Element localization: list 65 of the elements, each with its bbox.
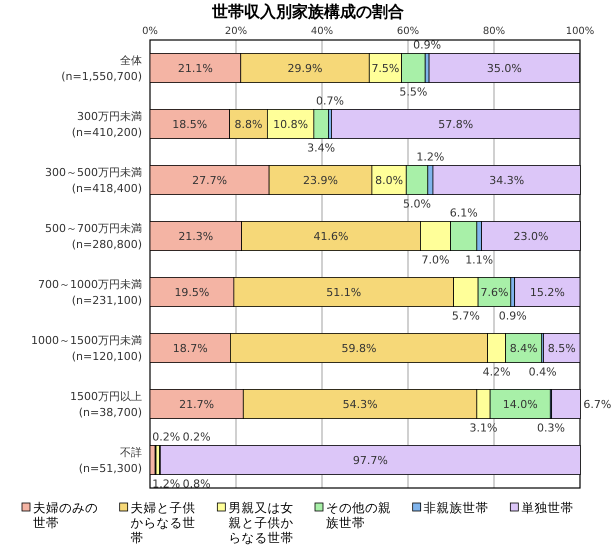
data-label: 0.9%: [413, 38, 442, 52]
data-label: 0.7%: [316, 94, 344, 108]
data-label: 5.7%: [452, 310, 480, 323]
x-tick-label: 60%: [396, 26, 420, 37]
data-label: 97.7%: [352, 454, 388, 467]
data-label: 18.7%: [172, 342, 208, 355]
data-label: 41.6%: [314, 230, 349, 243]
data-label: 8.4%: [510, 342, 538, 355]
x-tick-label: 0%: [142, 26, 158, 37]
data-label: 27.7%: [192, 174, 228, 187]
legend-label: その他の親族世帯: [326, 500, 391, 530]
x-tick-label: 40%: [310, 26, 334, 37]
data-label: 8.5%: [548, 342, 576, 355]
data-label: 1.1%: [465, 254, 494, 267]
data-label: 6.7%: [583, 398, 612, 411]
legend-label: 単独世帯: [521, 500, 574, 515]
y-tick-label: 300～500万円未満 (n=418,400): [45, 166, 142, 195]
data-label: 21.1%: [178, 62, 213, 75]
data-label: 5.0%: [403, 198, 432, 211]
y-tick-label: 700～1000万円未満 (n=231,100): [38, 278, 142, 307]
data-label: 21.7%: [179, 398, 214, 411]
data-label: 0.3%: [537, 422, 565, 435]
data-label: 54.3%: [342, 398, 378, 411]
data-label: 6.1%: [450, 206, 478, 220]
data-label: 4.2%: [482, 366, 511, 379]
data-label: 8.0%: [375, 174, 404, 187]
y-tick-label: 不詳 (n=51,300): [78, 446, 142, 475]
data-label: 0.8%: [182, 478, 211, 491]
data-label: 7.5%: [371, 62, 400, 75]
legend-label: 夫婦のみの世帯: [33, 500, 98, 530]
x-tick-label: 20%: [224, 26, 248, 37]
data-label: 0.2%: [182, 430, 211, 444]
data-label: 34.3%: [489, 174, 524, 187]
data-label: 7.6%: [480, 286, 508, 299]
y-tick-label: 500～700万円未満 (n=280,800): [45, 222, 142, 251]
data-label: 59.8%: [342, 342, 376, 355]
data-label: 15.2%: [530, 286, 565, 299]
y-tick-label: 1000～1500万円未満 (n=120,100): [31, 334, 142, 363]
data-label: 23.0%: [514, 230, 548, 243]
data-label: 57.8%: [438, 118, 474, 131]
x-tick-label: 100%: [566, 26, 594, 37]
y-tick-label: 全体 (n=1,550,700): [61, 54, 142, 83]
data-label: 1.2%: [152, 478, 180, 491]
data-label: 14.0%: [502, 398, 538, 411]
data-label: 23.9%: [303, 174, 338, 187]
data-label: 21.3%: [178, 230, 214, 243]
data-label: 51.1%: [326, 286, 362, 299]
data-label: 0.2%: [152, 430, 180, 444]
data-label: 19.5%: [174, 286, 210, 299]
data-label: 7.0%: [422, 254, 450, 267]
data-label: 35.0%: [486, 62, 522, 75]
y-tick-label: 300万円未満 (n=410,200): [72, 110, 142, 139]
data-label: 29.9%: [288, 62, 322, 75]
data-label: 5.5%: [399, 86, 428, 99]
data-label: 8.8%: [234, 118, 262, 131]
data-label: 3.1%: [469, 422, 498, 435]
data-label: 3.4%: [307, 142, 336, 155]
data-label: 1.2%: [416, 150, 444, 164]
x-tick-label: 80%: [482, 26, 506, 37]
data-label: 18.5%: [172, 118, 208, 131]
data-label: 0.4%: [528, 366, 557, 379]
chart-title: 世帯収入別家族構成の割合: [211, 2, 404, 21]
data-label: 10.8%: [273, 118, 308, 131]
y-tick-label: 1500万円以上 (n=38,700): [70, 390, 142, 419]
data-label: 0.9%: [498, 310, 527, 323]
